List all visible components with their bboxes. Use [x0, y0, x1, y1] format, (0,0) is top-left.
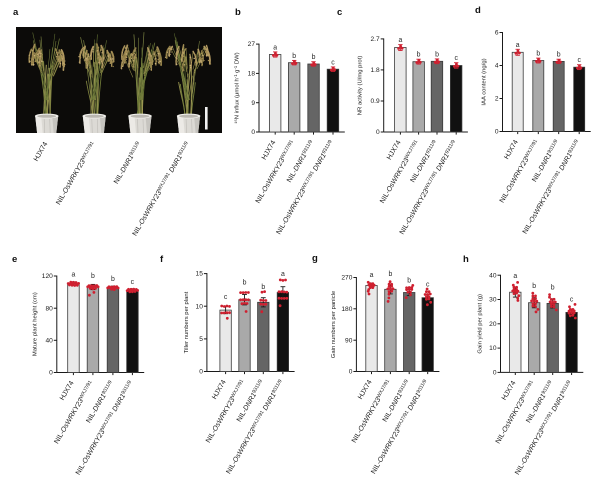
svg-text:80: 80 [45, 305, 53, 312]
svg-text:90: 90 [345, 337, 353, 344]
svg-text:b: b [551, 285, 555, 292]
svg-text:Gain numbers per panicle: Gain numbers per panicle [331, 290, 337, 358]
svg-text:e: e [12, 254, 17, 265]
svg-text:Tiller numbers per plant: Tiller numbers per plant [184, 291, 190, 353]
svg-text:30: 30 [489, 297, 497, 304]
svg-text:0.9: 0.9 [371, 98, 380, 105]
svg-text:40: 40 [489, 272, 497, 279]
svg-text:f: f [160, 254, 164, 265]
svg-text:9: 9 [251, 100, 255, 107]
svg-text:b: b [435, 51, 439, 58]
svg-text:10: 10 [489, 345, 497, 352]
svg-text:c: c [454, 55, 458, 62]
svg-text:c: c [337, 7, 342, 18]
svg-text:IAA content (ng/g): IAA content (ng/g) [482, 58, 488, 105]
svg-text:b: b [312, 54, 316, 61]
svg-text:15: 15 [196, 271, 204, 278]
svg-text:g: g [312, 253, 318, 264]
svg-text:a: a [398, 37, 402, 44]
svg-text:10: 10 [196, 303, 204, 310]
svg-text:0: 0 [495, 129, 499, 136]
svg-text:a: a [281, 271, 285, 278]
svg-text:c: c [131, 279, 135, 286]
svg-text:b: b [91, 273, 95, 280]
svg-text:4: 4 [495, 63, 499, 70]
svg-text:Gain yield per plant (g): Gain yield per plant (g) [478, 294, 484, 354]
svg-text:c: c [224, 294, 228, 301]
svg-text:b: b [292, 53, 296, 60]
svg-text:a: a [370, 272, 374, 279]
svg-text:a: a [273, 44, 277, 51]
svg-text:0: 0 [251, 129, 255, 136]
svg-text:5: 5 [199, 336, 203, 343]
svg-text:0: 0 [349, 369, 353, 376]
svg-text:b: b [557, 52, 561, 59]
svg-text:b: b [111, 276, 115, 283]
svg-text:a: a [71, 272, 75, 279]
svg-text:b: b [235, 7, 241, 18]
svg-text:1.8: 1.8 [371, 67, 380, 74]
svg-text:Mature plant height (cm): Mature plant height (cm) [32, 292, 38, 356]
svg-text:270: 270 [341, 275, 352, 282]
svg-text:40: 40 [45, 337, 53, 344]
svg-text:0: 0 [376, 129, 380, 136]
svg-text:c: c [331, 59, 335, 66]
svg-text:0: 0 [493, 370, 497, 377]
svg-text:0: 0 [199, 369, 203, 376]
svg-text:c: c [570, 297, 574, 304]
svg-text:c: c [426, 282, 430, 289]
svg-text:18: 18 [248, 71, 256, 78]
svg-text:c: c [577, 57, 581, 64]
svg-text:¹⁵N influx (μmol h-1 g-1 DW): ¹⁵N influx (μmol h-1 g-1 DW) [233, 52, 241, 123]
svg-text:2: 2 [495, 96, 499, 103]
svg-text:b: b [536, 51, 540, 58]
svg-text:b: b [532, 283, 536, 290]
svg-text:b: b [417, 52, 421, 59]
svg-text:d: d [475, 5, 481, 16]
svg-text:0: 0 [49, 370, 53, 377]
svg-text:b: b [261, 284, 265, 291]
svg-text:b: b [243, 280, 247, 287]
svg-text:a: a [516, 42, 520, 49]
svg-text:a: a [13, 7, 19, 18]
svg-text:h: h [463, 254, 469, 265]
svg-text:b: b [407, 277, 411, 284]
svg-text:a: a [513, 273, 517, 280]
svg-text:2.7: 2.7 [371, 36, 380, 43]
svg-text:NR activity (U/mg prot): NR activity (U/mg prot) [358, 56, 364, 116]
svg-text:20: 20 [489, 321, 497, 328]
svg-text:b: b [388, 271, 392, 278]
svg-text:27: 27 [248, 41, 256, 48]
svg-text:6: 6 [495, 30, 499, 37]
svg-text:120: 120 [42, 273, 53, 280]
svg-text:180: 180 [341, 306, 352, 313]
